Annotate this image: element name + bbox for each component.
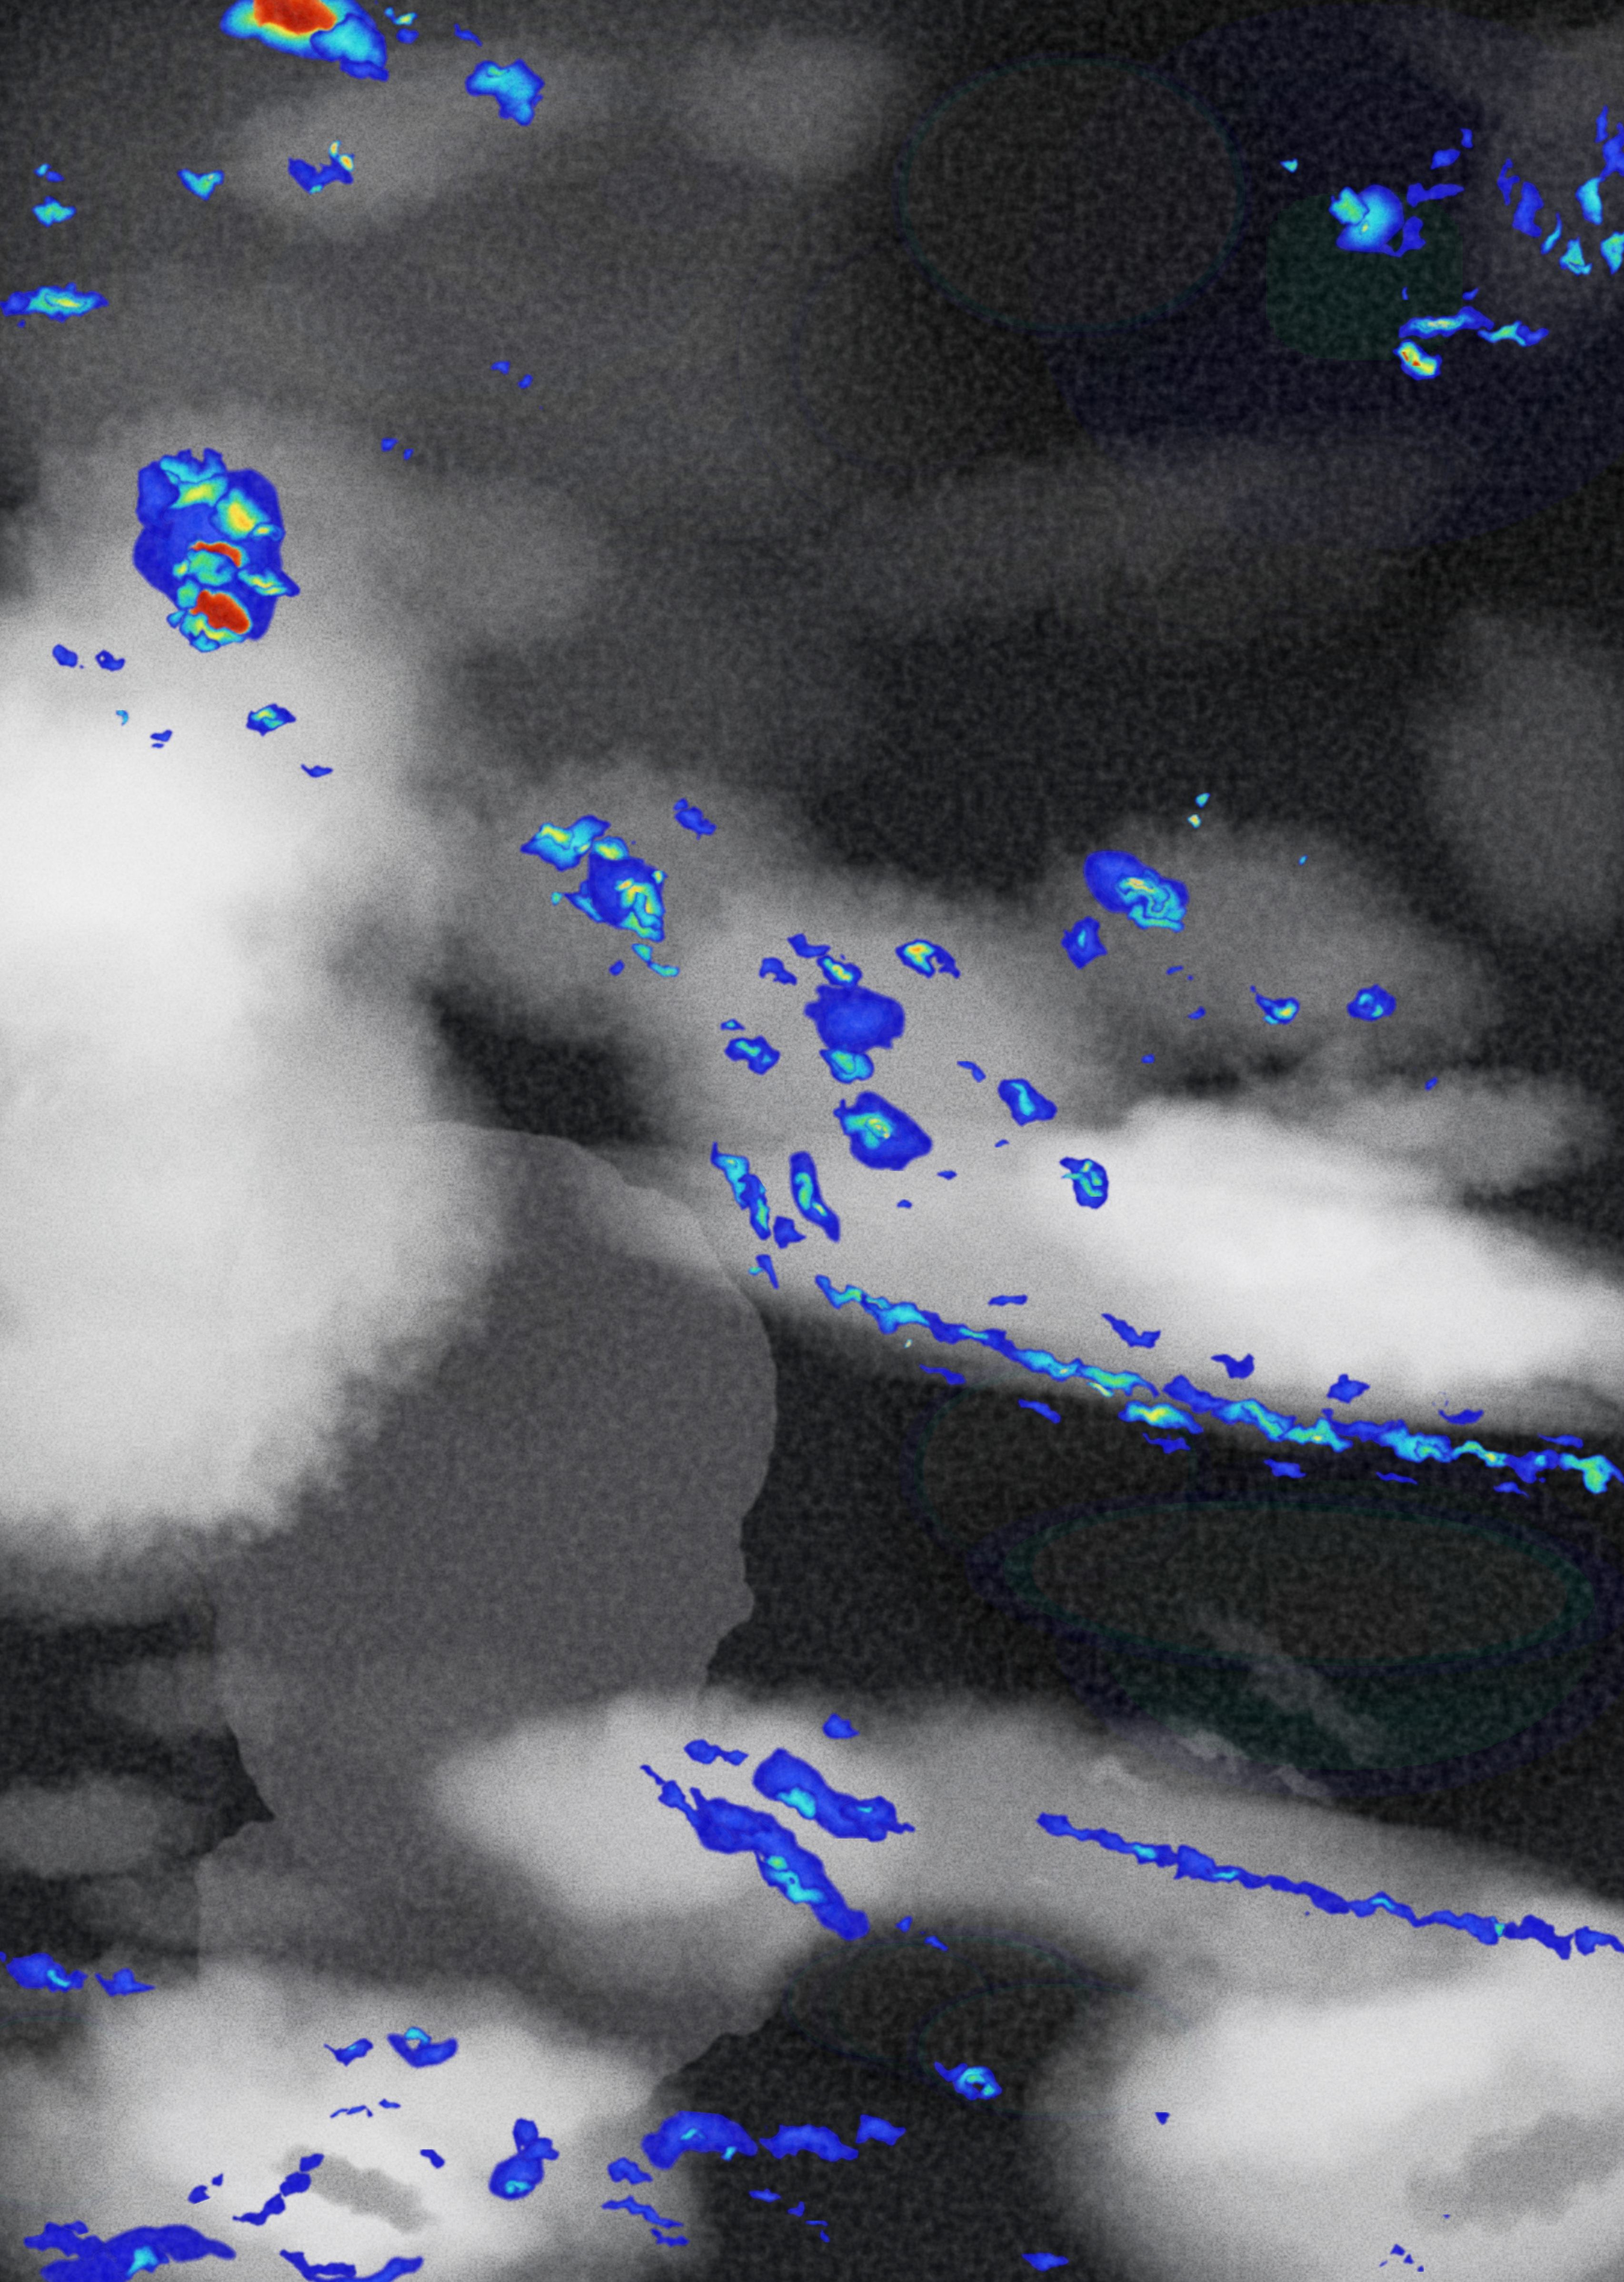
texture-overlays [0, 0, 1624, 2282]
satellite-weather-image [0, 0, 1624, 2282]
scene-root [0, 0, 1624, 2282]
texture-overlays-1 [0, 0, 1624, 2282]
screenshot-root [0, 0, 1624, 2282]
